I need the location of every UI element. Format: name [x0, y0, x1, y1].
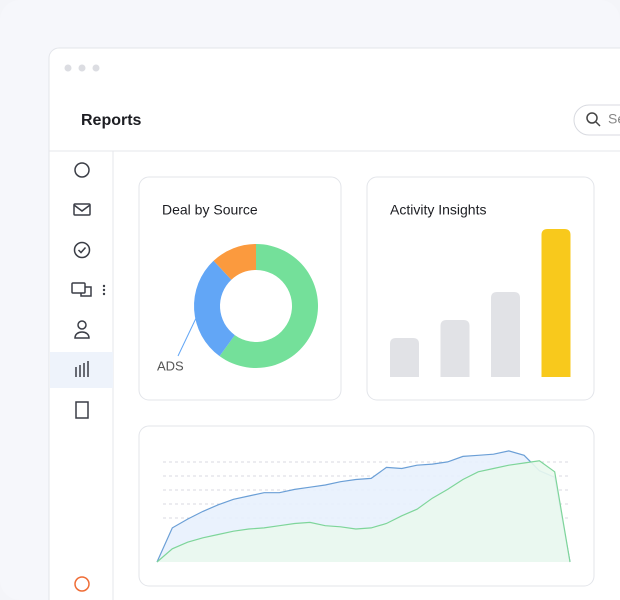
bar: [491, 292, 520, 377]
dashboard-icon[interactable]: [74, 162, 90, 178]
window-dot: [92, 64, 100, 72]
leader-line: [177, 287, 212, 357]
search-icon: [595, 121, 601, 127]
segment-label: ADS: [157, 358, 184, 373]
window-dot: [78, 64, 86, 72]
more-dot: [102, 288, 106, 292]
reports-icon[interactable]: [75, 361, 89, 377]
sidebar-icons: [71, 162, 92, 592]
mail-icon[interactable]: [73, 203, 91, 216]
area: [157, 460, 570, 562]
chart-title: Deal by Source: [162, 202, 258, 218]
donut-segment: [213, 244, 256, 280]
company-icon[interactable]: [75, 401, 89, 419]
chat-icon[interactable]: [71, 282, 86, 294]
bar: [541, 229, 571, 377]
search-placeholder: Se: [608, 111, 620, 127]
line: [156, 460, 571, 563]
sidebar-active: [50, 352, 113, 388]
donut-segment: [194, 260, 235, 357]
bar: [440, 320, 470, 377]
more-dot: [102, 292, 106, 296]
bar: [390, 338, 419, 377]
donut-segment: [219, 244, 318, 368]
help-icon[interactable]: [74, 576, 90, 592]
contacts-icon[interactable]: [77, 320, 87, 330]
page-title: Reports: [81, 112, 142, 129]
more-dot: [102, 284, 106, 288]
chart-title: Activity Insights: [390, 202, 486, 218]
search-icon: [586, 112, 598, 124]
card: [366, 176, 595, 401]
tasks-icon[interactable]: [73, 241, 91, 259]
window-dot: [64, 64, 72, 72]
line: [156, 450, 571, 563]
